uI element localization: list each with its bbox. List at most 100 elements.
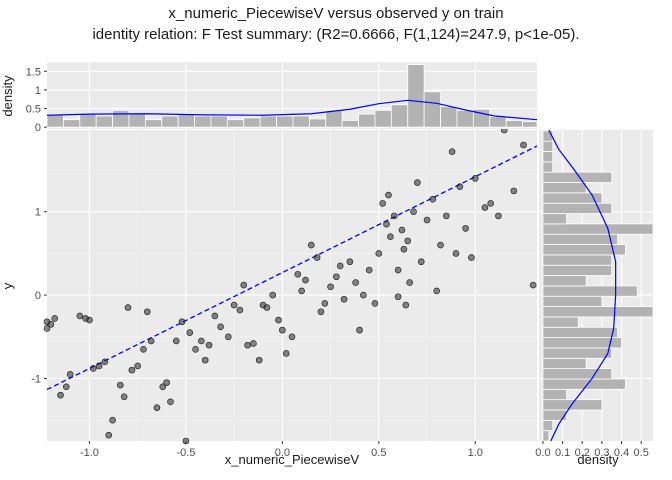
top-marginal-y-ticks: 0 0.5 1 1.5 (26, 66, 47, 134)
right-x-tick-label: 0.3 (594, 447, 609, 459)
data-point (250, 340, 257, 347)
right-histogram-bar (542, 368, 613, 380)
data-point (120, 393, 128, 401)
x-tick-label: 0.0 (275, 447, 290, 459)
top-histogram-bar (390, 104, 409, 128)
data-point (410, 208, 417, 216)
top-histogram-bar (440, 106, 458, 128)
top-histogram-bar (308, 118, 327, 128)
data-point (134, 362, 141, 370)
data-point (456, 183, 464, 190)
data-point (240, 281, 248, 289)
right-x-tick-label: 0.0 (535, 447, 550, 459)
data-point (159, 383, 167, 391)
top-histogram-bar (292, 115, 310, 128)
data-point (124, 304, 132, 311)
top-histogram-bar (161, 115, 179, 128)
data-point (62, 383, 70, 391)
data-point (167, 398, 174, 406)
data-point (383, 220, 390, 228)
data-point (279, 326, 286, 334)
data-point (452, 250, 460, 257)
scatter-points (43, 126, 537, 445)
data-point (510, 187, 518, 195)
data-point (327, 283, 334, 291)
chart-subtitle: identity relation: F Test summary: (R2=0… (92, 26, 580, 43)
y-axis-ticks: -1 0 1 (31, 207, 47, 385)
data-point (321, 300, 329, 307)
top-histogram-bar (226, 119, 245, 128)
top-histogram-bar (128, 113, 146, 128)
right-histogram-bar (542, 316, 579, 328)
data-point (201, 356, 209, 364)
right-histogram-bar (542, 388, 567, 401)
data-point (275, 316, 282, 324)
data-point (255, 356, 263, 364)
data-point (205, 341, 213, 349)
top-density-curve (46, 99, 538, 121)
data-point (360, 291, 367, 299)
data-point (140, 345, 147, 353)
data-point (298, 287, 305, 295)
right-histogram-bar (542, 347, 613, 359)
data-point (423, 216, 431, 224)
data-point (352, 279, 359, 286)
top-histogram-bar (522, 121, 538, 128)
top-histogram-bar (210, 115, 228, 128)
data-point (263, 304, 271, 311)
data-point (385, 191, 392, 199)
right-x-tick-label: 0.5 (634, 447, 649, 459)
data-point (365, 266, 373, 274)
data-point (443, 212, 450, 220)
data-point (429, 195, 437, 203)
top-histogram-bar (407, 64, 425, 128)
data-point (356, 326, 363, 334)
top-histogram-bar (358, 113, 376, 128)
data-point (402, 301, 410, 309)
right-x-tick-label: 0.2 (575, 447, 590, 459)
data-point (86, 316, 93, 324)
right-marginal-x-label: density (577, 452, 619, 467)
data-point (225, 333, 232, 341)
y-tick-label: -1 (31, 373, 41, 385)
data-point (302, 276, 309, 284)
top-histogram-bar (489, 116, 507, 128)
x-tick-label: 0.5 (371, 447, 386, 459)
data-point (66, 370, 74, 378)
data-point (390, 212, 398, 220)
top-histogram-bar (505, 120, 523, 128)
data-point (230, 301, 238, 309)
top-y-tick-label: 0 (35, 122, 41, 134)
data-point (95, 362, 103, 370)
data-point (307, 241, 315, 249)
x-tick-label: -1.0 (80, 447, 99, 459)
data-point (379, 200, 386, 207)
data-point (89, 365, 97, 372)
top-histogram-bar (456, 109, 474, 128)
data-point (294, 270, 302, 278)
right-histogram-bar (542, 285, 638, 297)
right-density-curve (548, 129, 617, 442)
data-point (394, 293, 402, 301)
data-point (101, 358, 109, 366)
right-histogram-bar (542, 151, 554, 163)
x-tick-label: 1.0 (468, 447, 483, 459)
data-point (317, 308, 325, 316)
top-histogram-bar (144, 119, 163, 128)
data-point (105, 431, 113, 439)
data-point (346, 258, 354, 266)
top-marginal-histogram (46, 64, 538, 128)
right-histogram-bar (542, 254, 613, 266)
top-histogram-bar (276, 115, 294, 128)
data-point (192, 345, 199, 353)
right-x-tick-label: 0.1 (555, 447, 570, 459)
data-point (128, 366, 136, 374)
data-point (417, 258, 425, 266)
right-histogram-bar (542, 357, 587, 370)
top-histogram-bar (325, 109, 343, 128)
data-point (269, 291, 277, 299)
data-point (520, 141, 527, 149)
data-point (398, 226, 406, 234)
right-histogram-bar (542, 233, 619, 245)
